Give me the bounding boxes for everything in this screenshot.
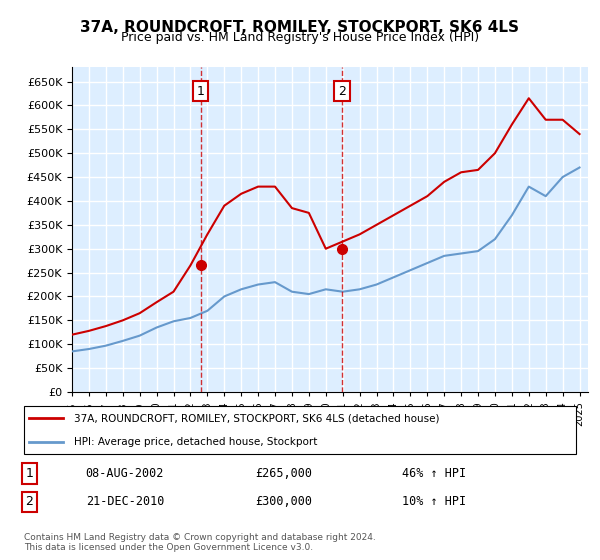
Text: 37A, ROUNDCROFT, ROMILEY, STOCKPORT, SK6 4LS: 37A, ROUNDCROFT, ROMILEY, STOCKPORT, SK6… <box>80 20 520 35</box>
Text: 08-AUG-2002: 08-AUG-2002 <box>86 467 164 480</box>
Text: 2: 2 <box>25 496 33 508</box>
Text: 10% ↑ HPI: 10% ↑ HPI <box>401 496 466 508</box>
Text: 46% ↑ HPI: 46% ↑ HPI <box>401 467 466 480</box>
Text: £300,000: £300,000 <box>255 496 312 508</box>
Text: 21-DEC-2010: 21-DEC-2010 <box>86 496 164 508</box>
Text: 1: 1 <box>25 467 33 480</box>
Text: This data is licensed under the Open Government Licence v3.0.: This data is licensed under the Open Gov… <box>24 543 313 552</box>
Text: 1: 1 <box>197 85 205 97</box>
Text: Contains HM Land Registry data © Crown copyright and database right 2024.: Contains HM Land Registry data © Crown c… <box>24 533 376 542</box>
Text: £265,000: £265,000 <box>255 467 312 480</box>
Text: 2: 2 <box>338 85 346 97</box>
Text: Price paid vs. HM Land Registry's House Price Index (HPI): Price paid vs. HM Land Registry's House … <box>121 31 479 44</box>
Text: HPI: Average price, detached house, Stockport: HPI: Average price, detached house, Stoc… <box>74 436 318 446</box>
Text: 37A, ROUNDCROFT, ROMILEY, STOCKPORT, SK6 4LS (detached house): 37A, ROUNDCROFT, ROMILEY, STOCKPORT, SK6… <box>74 413 440 423</box>
FancyBboxPatch shape <box>23 406 577 454</box>
